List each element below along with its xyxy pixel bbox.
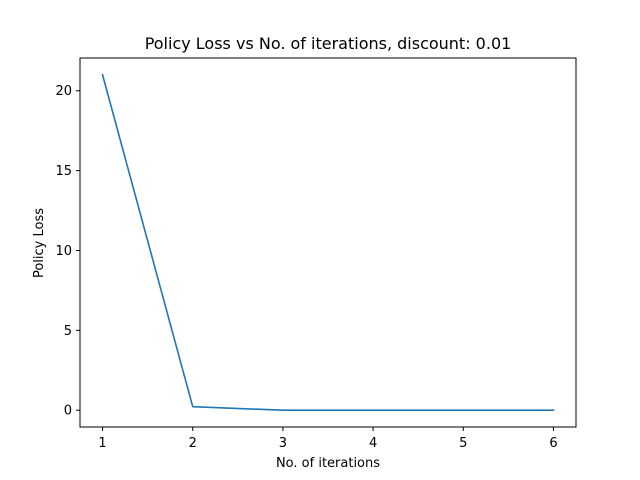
x-tick-label: 5: [459, 436, 467, 451]
chart-title: Policy Loss vs No. of iterations, discou…: [145, 34, 512, 53]
y-tick-label: 0: [64, 404, 72, 419]
x-axis-label: No. of iterations: [276, 456, 380, 471]
y-axis-label: Policy Loss: [32, 208, 47, 278]
y-axis-ticks: 0 5 10 15 20: [55, 84, 80, 419]
series-line: [101, 73, 555, 412]
y-tick-label: 15: [55, 164, 72, 179]
x-tick-label: 2: [189, 436, 197, 451]
y-tick-label: 5: [64, 324, 72, 339]
series-layer: [101, 73, 555, 412]
y-tick-label: 10: [55, 244, 72, 259]
axes-frame: [79, 57, 577, 428]
x-axis-ticks: 1 2 3 4 5 6: [98, 427, 558, 451]
x-tick-label: 6: [549, 436, 557, 451]
x-tick-label: 1: [98, 436, 106, 451]
x-tick-label: 3: [279, 436, 287, 451]
plot-area: 1 2 3 4 5 6 0 5 10 15 20: [55, 57, 577, 451]
y-tick-label: 20: [55, 84, 72, 99]
x-tick-label: 4: [369, 436, 377, 451]
